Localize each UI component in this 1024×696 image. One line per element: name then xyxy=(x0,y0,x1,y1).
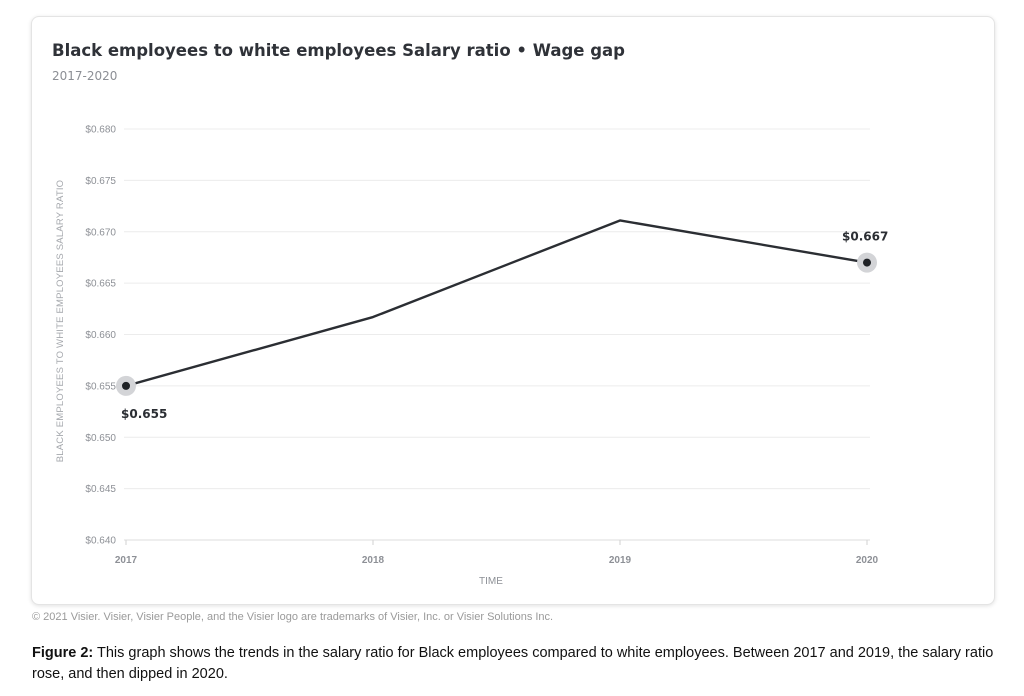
y-tick-label: $0.660 xyxy=(85,330,116,341)
y-tick-labels: $0.640 $0.645 $0.650 $0.655 $0.660 $0.665 $0.6… xyxy=(85,125,116,547)
data-point xyxy=(122,381,130,390)
x-tick-label: 2020 xyxy=(856,555,879,566)
annotations: $0.655 $0.667 xyxy=(116,230,888,421)
y-tick-label: $0.675 xyxy=(85,176,116,187)
x-axis-label: TIME xyxy=(479,576,503,587)
y-tick-label: $0.680 xyxy=(85,125,116,136)
x-tick-label: 2017 xyxy=(115,555,138,566)
y-tick-label: $0.645 xyxy=(85,484,116,495)
series-line xyxy=(124,219,869,388)
caption-text: This graph shows the trends in the salar… xyxy=(32,645,994,682)
y-tick-label: $0.640 xyxy=(85,536,116,547)
y-tick-label: $0.655 xyxy=(85,381,116,392)
copyright-notice: © 2021 Visier. Visier, Visier People, an… xyxy=(32,611,554,623)
data-label: $0.655 xyxy=(121,407,167,421)
line-chart: $0.640$0.645$0.650$0.655$0.660$0.665$0.6… xyxy=(55,125,888,588)
y-axis-label: BLACK EMPLOYEES TO WHITE EMPLOYEES SALAR… xyxy=(55,180,66,463)
x-tick-label: 2018 xyxy=(362,555,385,566)
data-label: $0.667 xyxy=(842,230,888,244)
chart-subtitle: 2017-2020 xyxy=(52,69,118,83)
figure-caption: Figure 2: This graph shows the trends in… xyxy=(32,643,1002,685)
y-tick-label: $0.650 xyxy=(85,433,116,444)
x-tick-label: 2019 xyxy=(609,555,632,566)
gridlines xyxy=(124,128,870,545)
series xyxy=(124,219,869,388)
caption-label: Figure 2: xyxy=(32,645,94,661)
y-tick-label: $0.665 xyxy=(85,279,116,290)
chart-title: Black employees to white employees Salar… xyxy=(52,41,625,60)
x-tick-labels: 2017 2018 2019 2020 xyxy=(115,555,879,566)
data-point xyxy=(863,258,871,267)
chart-card: Black employees to white employees Salar… xyxy=(31,16,995,605)
y-tick-label: $0.670 xyxy=(85,227,116,238)
